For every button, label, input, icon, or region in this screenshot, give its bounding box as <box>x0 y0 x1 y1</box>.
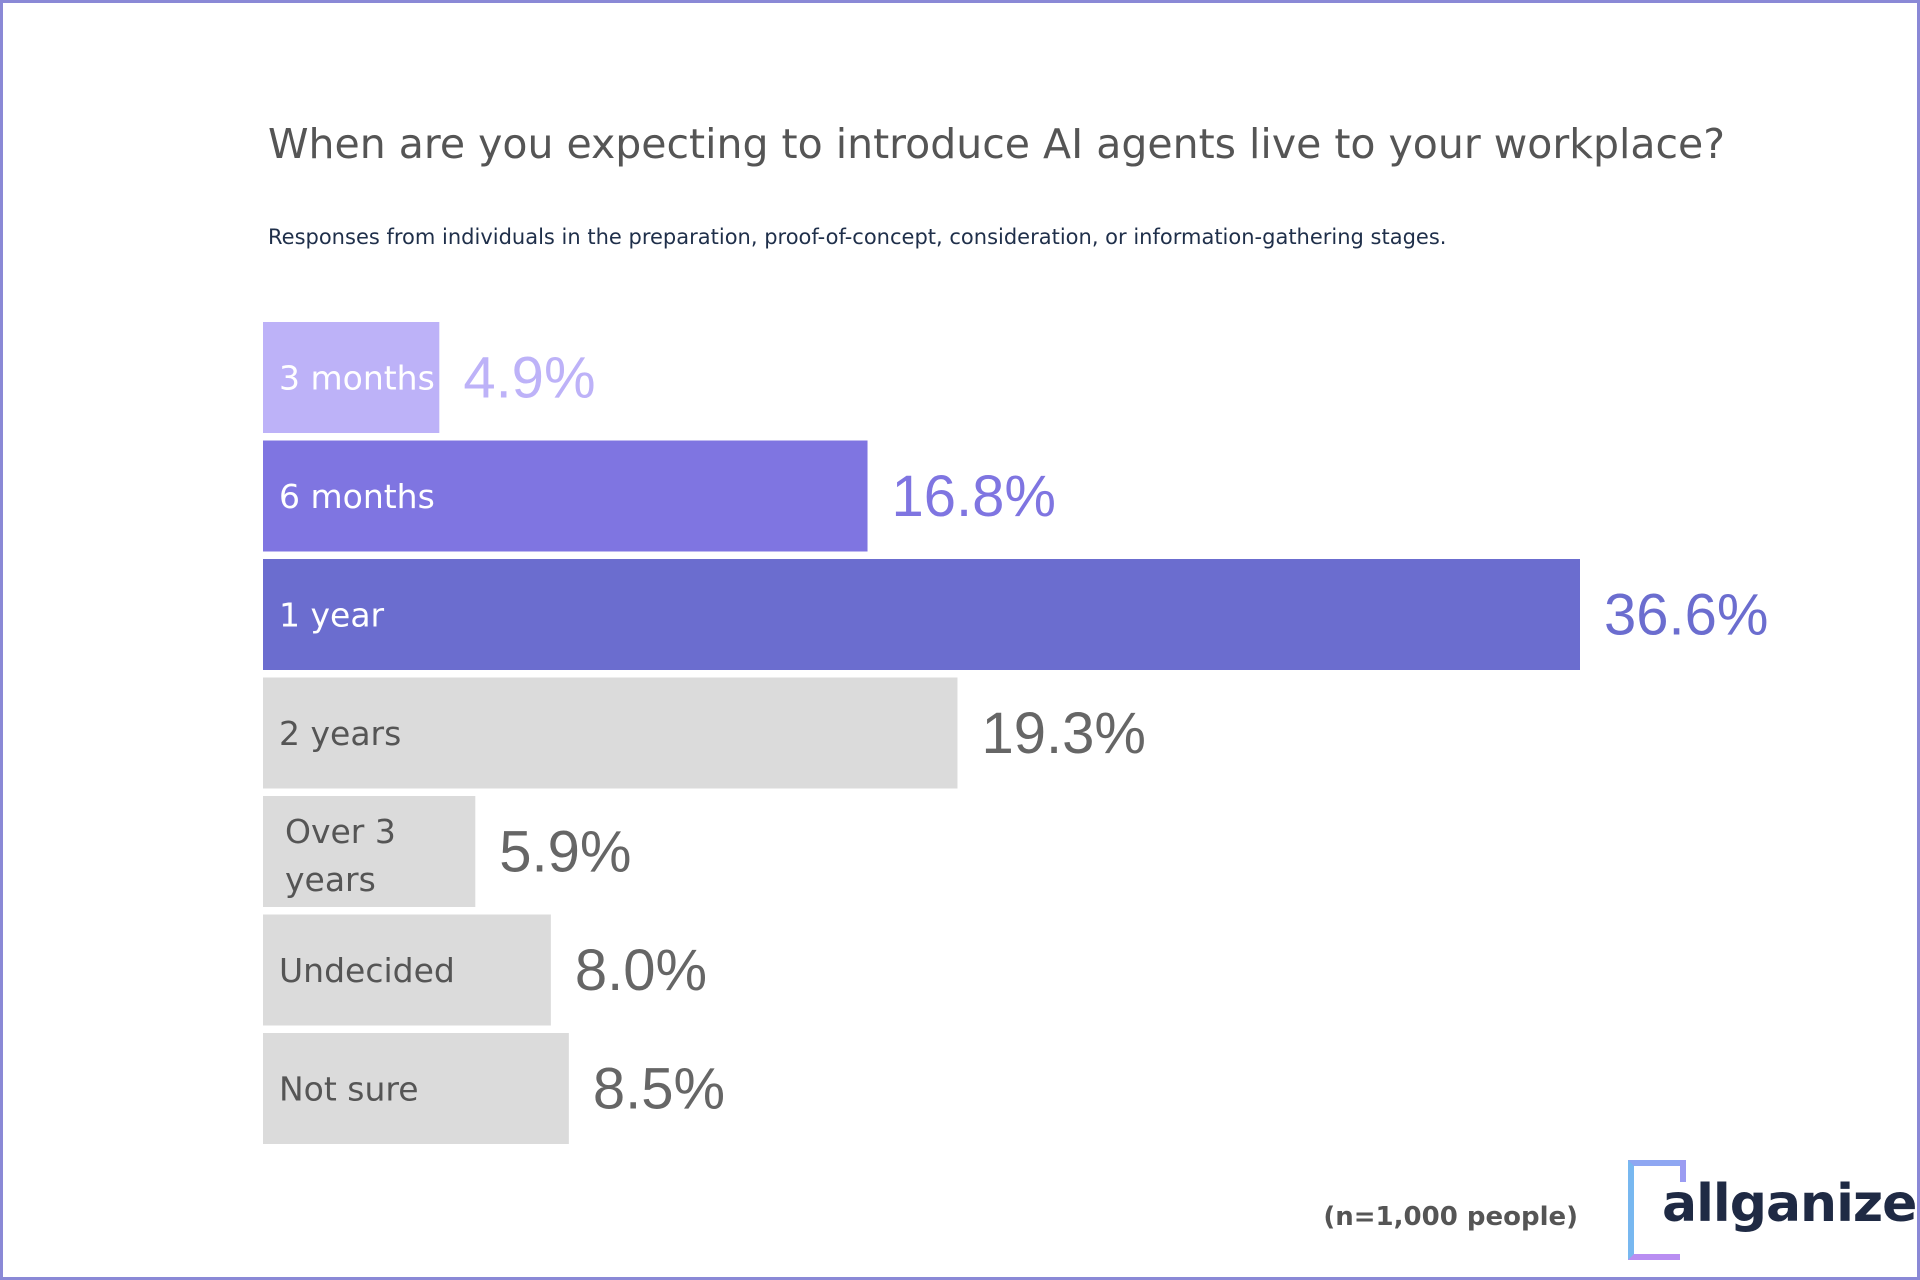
bar-6-months <box>263 440 868 552</box>
bar-3-months <box>263 322 440 433</box>
value-label: 5.9% <box>499 820 631 885</box>
logo-text: allganize <box>1662 1174 1917 1234</box>
value-label: 8.0% <box>575 938 707 1003</box>
category-label: 1 year <box>279 596 385 635</box>
value-label: 36.6% <box>1604 583 1768 648</box>
allganize-logo: allganize <box>1628 1160 1917 1264</box>
logo-bracket-icon <box>1628 1160 1686 1260</box>
value-label: 16.8% <box>892 464 1056 529</box>
category-label: 2 years <box>279 714 401 753</box>
category-label: 3 months <box>279 359 435 398</box>
bar-over-3-years <box>263 796 476 907</box>
value-label: 19.3% <box>981 701 1145 766</box>
chart-subtitle: Responses from individuals in the prepar… <box>268 225 1447 249</box>
chart-title: When are you expecting to introduce AI a… <box>268 120 1726 168</box>
value-label: 8.5% <box>593 1057 725 1122</box>
value-label: 4.9% <box>463 346 595 411</box>
bar-2-years <box>263 677 958 789</box>
category-label: Undecided <box>279 951 455 990</box>
bar-1-year <box>263 559 1580 670</box>
category-label: Over 3 years <box>285 812 396 899</box>
bar-not-sure <box>263 1033 569 1144</box>
bar-undecided <box>263 914 551 1026</box>
category-label: Not sure <box>279 1070 419 1109</box>
category-label: 6 months <box>279 477 435 516</box>
sample-size-note: (n=1,000 people) <box>1323 1202 1578 1232</box>
